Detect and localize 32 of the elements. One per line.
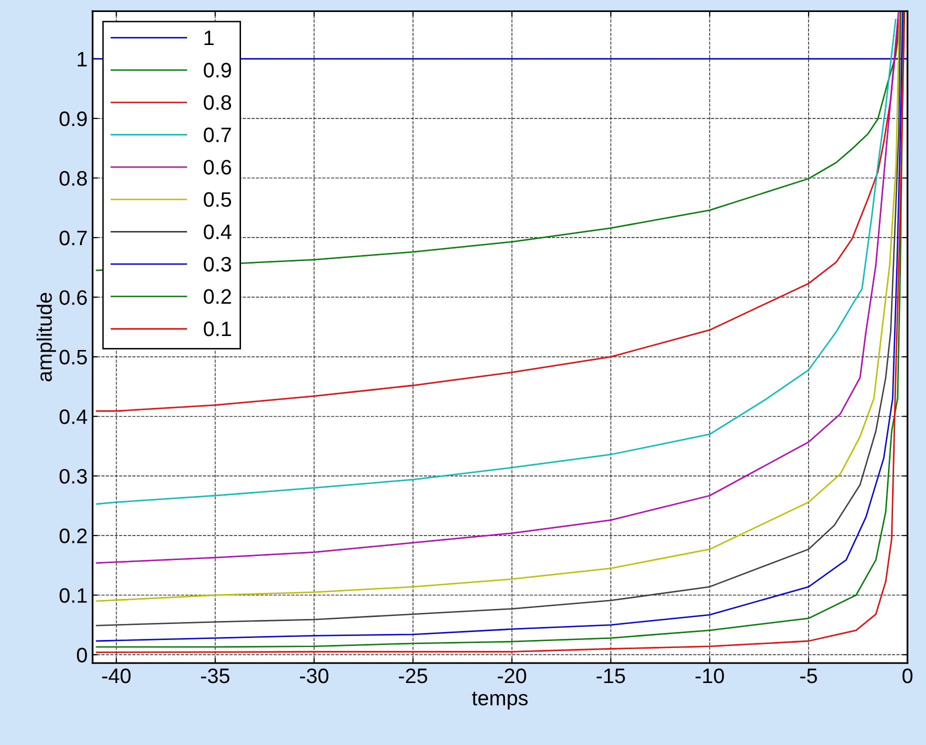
x-tick-label: -5 bbox=[800, 668, 817, 684]
x-tick-label: 0 bbox=[902, 668, 912, 684]
y-tick-label: 0.3 bbox=[60, 468, 87, 484]
y-tick-label: 1 bbox=[78, 52, 87, 66]
y-tick-label: 0 bbox=[76, 648, 87, 662]
x-tick-label: -15 bbox=[596, 668, 625, 684]
y-tick-label: 0.5 bbox=[60, 350, 87, 365]
x-tick-label: -25 bbox=[398, 668, 428, 684]
y-tick-label: 0.6 bbox=[60, 290, 87, 305]
x-axis-title: temps bbox=[472, 692, 528, 710]
legend-label: 0.7 bbox=[204, 127, 231, 142]
y-tick-label: 0.2 bbox=[60, 528, 87, 544]
legend-label: 0.8 bbox=[204, 95, 232, 110]
legend-label: 0.4 bbox=[204, 224, 232, 240]
x-tick-label: -20 bbox=[498, 668, 526, 684]
legend-label: 0.3 bbox=[204, 256, 232, 272]
x-tick-label: -30 bbox=[300, 668, 328, 684]
y-tick-label: 0.4 bbox=[60, 409, 88, 424]
legend-label: 0.6 bbox=[204, 160, 232, 175]
y-tick-label: 0.8 bbox=[60, 171, 87, 186]
y-tick-label: 0.7 bbox=[60, 230, 87, 246]
y-tick-label: 0.9 bbox=[60, 111, 87, 126]
legend-label: 1 bbox=[204, 30, 214, 46]
legend-label: 0.9 bbox=[204, 62, 231, 78]
y-axis-title: amplitude bbox=[36, 292, 56, 382]
legend-label: 0.5 bbox=[204, 192, 232, 207]
legend-label: 0.1 bbox=[204, 322, 231, 336]
x-tick-label: -10 bbox=[696, 668, 724, 684]
y-tick-label: 0.1 bbox=[60, 588, 87, 603]
x-tick-label: -40 bbox=[102, 668, 131, 684]
x-tick-label: -35 bbox=[201, 668, 230, 684]
legend-label: 0.2 bbox=[204, 289, 231, 304]
